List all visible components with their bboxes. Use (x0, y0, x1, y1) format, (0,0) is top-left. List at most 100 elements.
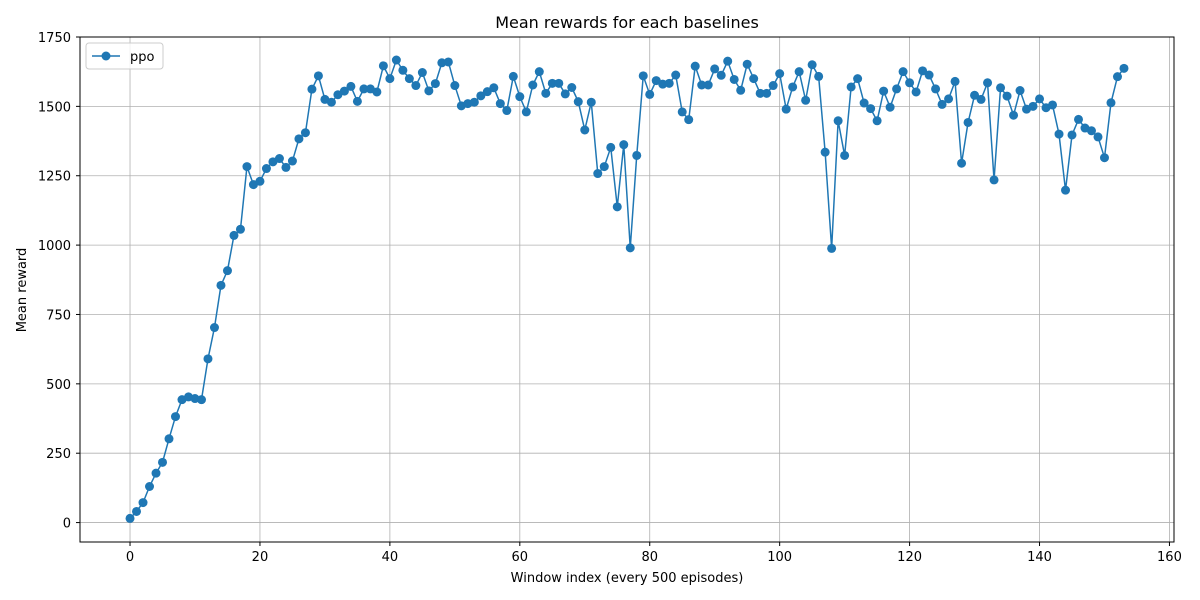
data-point (788, 82, 798, 92)
data-point (580, 125, 590, 135)
data-point (203, 354, 213, 364)
data-point (814, 71, 824, 81)
data-point (547, 78, 557, 88)
data-point (1009, 110, 1019, 120)
data-point (729, 74, 739, 84)
data-point (521, 107, 531, 117)
data-point (638, 71, 648, 81)
data-point (671, 70, 681, 80)
x-tick-label: 80 (641, 550, 658, 565)
data-point (853, 74, 863, 84)
data-point (1074, 114, 1084, 124)
series-line-ppo (129, 58, 1125, 519)
data-point (560, 89, 570, 99)
data-point (352, 96, 362, 106)
data-point (151, 468, 161, 478)
data-point (554, 78, 564, 88)
data-point (703, 80, 713, 90)
data-point (937, 99, 947, 109)
data-point (326, 97, 336, 107)
y-tick-label: 250 (46, 447, 71, 462)
data-point (794, 67, 804, 77)
data-point (1106, 98, 1116, 108)
legend-box (85, 42, 164, 70)
data-point (586, 97, 596, 107)
axis-ticks: 0 20 40 60 80 100 120 140 160 0 250 500 750 1000 1250 1… (38, 31, 1182, 565)
data-point (1093, 132, 1103, 142)
data-point (963, 117, 973, 127)
x-axis-title: Window index (every 500 episodes) (511, 571, 744, 586)
data-point (385, 74, 395, 84)
data-point (495, 99, 505, 109)
data-point (710, 64, 720, 74)
data-point (443, 57, 453, 67)
plot-frame (79, 36, 1175, 543)
data-point (892, 84, 902, 94)
data-point (697, 80, 707, 90)
data-point (801, 95, 811, 105)
data-point (502, 106, 512, 116)
data-point (768, 81, 778, 91)
data-point (749, 74, 759, 84)
data-point (196, 395, 206, 405)
data-point (1002, 91, 1012, 101)
data-point (905, 78, 915, 88)
data-point (827, 243, 837, 253)
data-point (482, 87, 492, 97)
data-point (833, 116, 843, 126)
data-point (300, 128, 310, 138)
data-point (1119, 63, 1129, 73)
data-point (346, 81, 356, 91)
data-point (255, 176, 265, 186)
data-point (1028, 101, 1038, 111)
data-point (307, 84, 317, 94)
data-point (469, 97, 479, 107)
data-point (1048, 100, 1058, 110)
data-point (339, 86, 349, 96)
data-point (970, 90, 980, 100)
data-point (1099, 153, 1109, 163)
data-point (898, 67, 908, 77)
data-point (619, 140, 629, 150)
data-point (736, 85, 746, 95)
series-ppo (125, 55, 1129, 523)
x-tick-label: 140 (1027, 550, 1052, 565)
data-point (411, 81, 421, 91)
data-point (931, 84, 941, 94)
x-tick-label: 60 (512, 550, 529, 565)
data-point (599, 162, 609, 172)
data-point (911, 87, 921, 97)
data-point (879, 86, 889, 96)
data-point (1015, 86, 1025, 96)
data-point (690, 61, 700, 71)
data-point (742, 59, 752, 69)
data-point (885, 102, 895, 112)
data-point (983, 78, 993, 88)
data-point (235, 224, 245, 234)
data-point (684, 115, 694, 125)
data-point (372, 87, 382, 97)
data-point (1112, 72, 1122, 82)
data-point (216, 280, 226, 290)
data-point (281, 162, 291, 172)
data-point (209, 323, 219, 333)
data-point (1054, 129, 1064, 139)
data-point (274, 154, 284, 164)
data-point (1067, 130, 1077, 140)
data-point (573, 97, 583, 107)
data-point (313, 71, 323, 81)
legend-label-ppo: ppo (130, 50, 155, 65)
data-point (593, 169, 603, 179)
data-point (781, 104, 791, 114)
y-tick-label: 1250 (38, 170, 71, 185)
x-tick-label: 0 (126, 550, 134, 565)
data-point (1035, 94, 1045, 104)
data-point (508, 71, 518, 81)
data-point (132, 506, 142, 516)
y-tick-label: 1750 (38, 31, 71, 46)
data-point (996, 83, 1006, 93)
data-point (145, 482, 155, 492)
data-point (762, 88, 772, 98)
